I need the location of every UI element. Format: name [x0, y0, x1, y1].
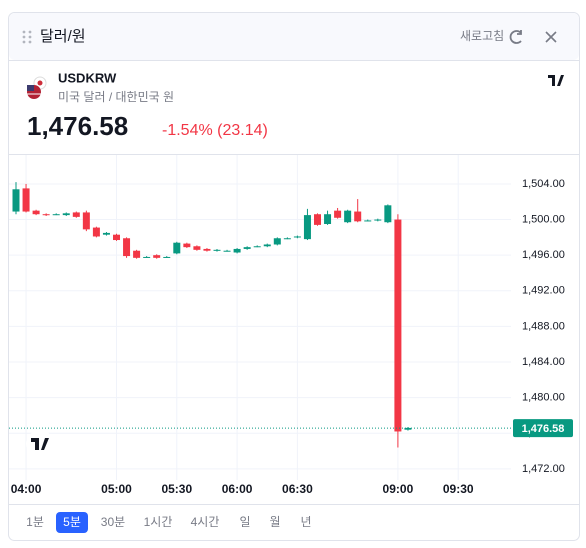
- x-tick-label: 04:00: [11, 482, 42, 496]
- candle-body: [303, 215, 311, 240]
- y-tick-label: 1,496.00: [522, 249, 565, 261]
- candle-body: [354, 211, 362, 222]
- refresh-icon[interactable]: [509, 30, 522, 44]
- candle-body: [153, 255, 161, 258]
- flag-icon: [27, 76, 47, 99]
- candle-body: [253, 246, 261, 248]
- candle-body: [384, 205, 392, 223]
- y-tick-label: 1,488.00: [522, 320, 565, 332]
- candle-body: [374, 219, 382, 221]
- candle-body: [82, 212, 90, 230]
- y-tick-label: 1,492.00: [522, 285, 565, 297]
- price: 1,476.58: [27, 111, 128, 141]
- candle-body: [404, 427, 412, 430]
- last-price-box: [513, 419, 573, 438]
- timeframe-button[interactable]: 일: [239, 515, 250, 529]
- header-bar: [9, 13, 579, 60]
- x-tick-label: 09:00: [383, 482, 414, 496]
- candle-body: [183, 243, 191, 248]
- last-price-label: 1,476.58: [522, 423, 565, 435]
- timeframe-bar: 1분 5분 30분 1시간 4시간 일 월 년: [26, 512, 312, 533]
- y-tick-label: 1,480.00: [522, 392, 565, 404]
- candle-body: [163, 256, 171, 258]
- candle-body: [123, 238, 131, 257]
- candle-body: [293, 236, 301, 238]
- tv-logo[interactable]: [543, 67, 569, 93]
- y-tick-label: 1,472.00: [522, 463, 565, 475]
- timeframe-button[interactable]: 30분: [101, 515, 125, 529]
- candle-body: [324, 214, 332, 225]
- candle-body: [283, 238, 291, 240]
- candle-body: [263, 244, 271, 247]
- timeframe-button[interactable]: 5분: [63, 515, 81, 529]
- candle-body: [223, 250, 231, 252]
- plot: 1,472.001,476.001,480.001,484.001,488.00…: [9, 155, 573, 496]
- candle-body: [72, 212, 80, 217]
- timeframe-button[interactable]: 년: [300, 515, 311, 529]
- y-tick-label: 1,500.00: [522, 213, 565, 225]
- candle-body: [273, 238, 281, 245]
- y-tick-label: 1,504.00: [522, 178, 565, 190]
- x-tick-label: 06:30: [282, 482, 313, 496]
- x-tick-label: 09:30: [443, 482, 474, 496]
- candle-body: [334, 210, 342, 218]
- timeframe-selected: [56, 512, 88, 533]
- candle-body: [102, 232, 110, 235]
- candle-body: [233, 248, 241, 253]
- price-change: -1.54% (23.14): [162, 122, 268, 139]
- drag-handle[interactable]: [22, 30, 32, 44]
- ticker: USDKRW: [58, 70, 117, 85]
- candle-body: [52, 214, 60, 216]
- x-tick-label: 06:00: [222, 482, 253, 496]
- description: 미국 달러 / 대한민국 원: [58, 90, 174, 104]
- x-tick-label: 05:00: [101, 482, 132, 496]
- candle-body: [193, 246, 201, 250]
- x-tick-label: 05:30: [161, 482, 192, 496]
- y-tick-label: 1,484.00: [522, 356, 565, 368]
- candle-body: [314, 214, 321, 225]
- tv-logo[interactable]: [26, 430, 54, 458]
- candle-body: [42, 214, 50, 216]
- header-title: 달러/원: [40, 28, 86, 45]
- candle-body: [32, 210, 40, 215]
- card: [8, 12, 580, 541]
- timeframe-button[interactable]: 월: [269, 515, 280, 529]
- candle-body: [113, 234, 120, 241]
- candle-body: [133, 250, 141, 258]
- timeframe-button[interactable]: 1분: [26, 515, 44, 529]
- candle-body: [143, 256, 151, 258]
- candle-body: [12, 189, 20, 212]
- candle-body: [394, 219, 402, 432]
- candle-body: [173, 242, 181, 254]
- candle-body: [92, 227, 100, 237]
- timeframe-button[interactable]: 4시간: [191, 515, 220, 529]
- refresh-label[interactable]: 새로고침: [460, 29, 504, 43]
- candle-body: [22, 188, 30, 212]
- candle-body: [203, 248, 211, 251]
- candle-body: [243, 247, 251, 249]
- candle-body: [364, 220, 372, 222]
- candle-body: [213, 249, 221, 251]
- close-button[interactable]: [545, 31, 557, 43]
- timeframe-button[interactable]: 1시간: [144, 515, 173, 529]
- candle-body: [344, 210, 352, 223]
- candle-body: [62, 213, 70, 216]
